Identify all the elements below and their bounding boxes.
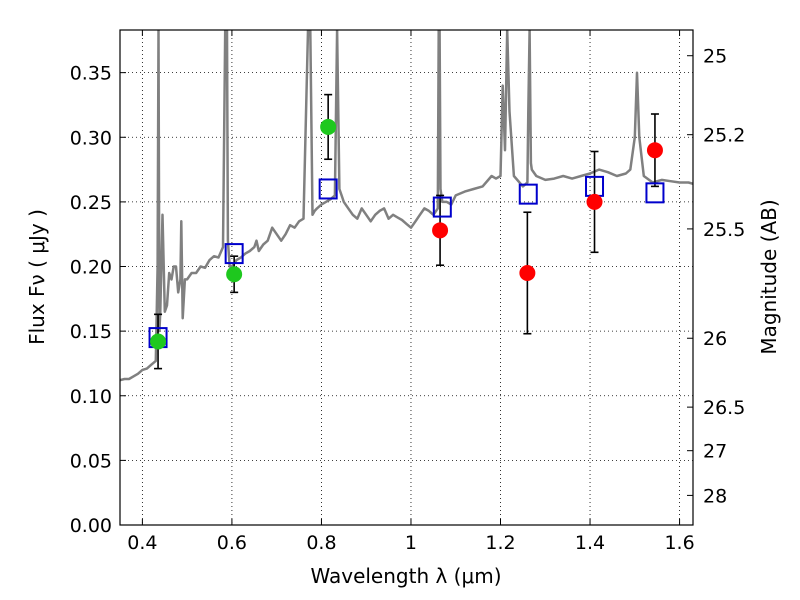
y2-tick-label: 28 bbox=[703, 485, 727, 507]
data-points bbox=[150, 118, 663, 350]
y2-tick-label: 25 bbox=[703, 46, 727, 68]
y-tick-label: 0.05 bbox=[70, 450, 112, 472]
y2-tick-label: 25.5 bbox=[703, 219, 745, 241]
red-data-point bbox=[646, 142, 663, 159]
red-data-point bbox=[519, 264, 536, 281]
y-tick-label: 0.30 bbox=[70, 127, 112, 149]
red-data-point bbox=[432, 222, 449, 239]
y-tick-label: 0.10 bbox=[70, 386, 112, 408]
y-axis-ticks: 0.00 0.05 0.10 0.15 0.20 0.25 0.30 0.35 bbox=[70, 63, 126, 537]
y-tick-label: 0.25 bbox=[70, 192, 112, 214]
y2-axis-ticks: 25 25.2 25.5 26 26.5 27 28 bbox=[687, 46, 745, 507]
model-square bbox=[432, 196, 452, 218]
x-tick-label: 1.6 bbox=[664, 532, 694, 554]
y2-tick-label: 26 bbox=[703, 328, 727, 350]
errorbars bbox=[154, 93, 659, 370]
model-square bbox=[645, 182, 665, 204]
x-axis-ticks: 0.4 0.6 0.8 1 1.2 1.4 1.6 bbox=[127, 30, 695, 554]
y-tick-label: 0.20 bbox=[70, 257, 112, 279]
grid bbox=[120, 30, 693, 526]
green-data-point bbox=[320, 118, 337, 135]
y2-axis-title: Magnitude (AB) bbox=[757, 199, 781, 354]
y-tick-label: 0.00 bbox=[70, 515, 112, 537]
x-tick-label: 0.4 bbox=[127, 532, 157, 554]
plot-area bbox=[120, 30, 693, 382]
y-axis-title: Flux Fν ( μJy ) bbox=[25, 209, 49, 345]
green-data-point bbox=[150, 333, 167, 350]
model-square bbox=[518, 183, 538, 205]
x-tick-label: 1 bbox=[405, 532, 417, 554]
x-tick-label: 0.8 bbox=[306, 532, 336, 554]
plot-frame bbox=[119, 29, 694, 526]
y2-tick-label: 27 bbox=[703, 441, 727, 463]
y-tick-label: 0.35 bbox=[70, 63, 112, 85]
y-tick-label: 0.15 bbox=[70, 321, 112, 343]
model-square bbox=[224, 243, 244, 265]
green-data-point bbox=[226, 266, 243, 283]
x-axis-title: Wavelength λ (μm) bbox=[310, 564, 501, 588]
red-data-point bbox=[586, 193, 603, 210]
x-tick-label: 1.4 bbox=[575, 532, 605, 554]
y2-tick-label: 25.2 bbox=[703, 125, 745, 147]
model-square bbox=[318, 178, 338, 200]
y2-tick-label: 26.5 bbox=[703, 397, 745, 419]
spectrum-line bbox=[120, 30, 693, 382]
x-tick-label: 1.2 bbox=[485, 532, 515, 554]
x-tick-label: 0.6 bbox=[217, 532, 247, 554]
